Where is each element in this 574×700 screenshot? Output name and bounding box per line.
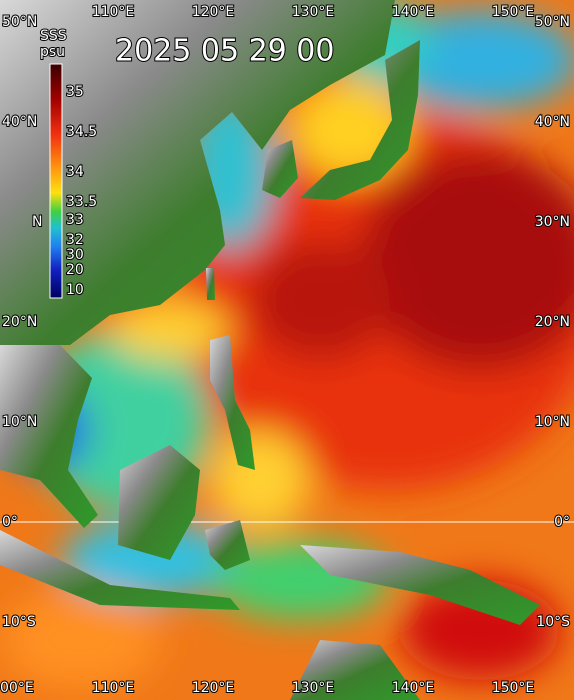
colorbar-label: 32 [66, 232, 84, 248]
lon-label: 130°E [292, 4, 335, 20]
colorbar-label: 35 [66, 84, 84, 100]
colorbar-label: 34 [66, 164, 84, 180]
lon-label: 110°E [92, 680, 135, 696]
lat-label: 0° [2, 514, 18, 530]
colorbar [49, 63, 63, 299]
lon-label: 110°E [92, 4, 135, 20]
colorbar-label: 30 [66, 247, 84, 263]
lat-label: N [32, 214, 42, 230]
lon-label: 150°E [492, 680, 535, 696]
lon-label: 120°E [192, 4, 235, 20]
lat-label: 50°N [535, 14, 570, 30]
lon-label: 130°E [292, 680, 335, 696]
colorbar-label: 10 [66, 282, 84, 298]
land [0, 0, 540, 700]
lat-label: 20°N [2, 314, 37, 330]
lat-label: 10°N [2, 414, 37, 430]
lon-label: 150°E [492, 4, 535, 20]
colorbar-label: 20 [66, 262, 84, 278]
colorbar-label: 33.5 [66, 194, 97, 210]
lon-label: 120°E [192, 680, 235, 696]
lat-label: 10°N [535, 414, 570, 430]
colorbar-title: SSS [40, 28, 67, 44]
lat-label: 20°N [535, 314, 570, 330]
lon-label: 140°E [392, 4, 435, 20]
lat-label: 30°N [535, 214, 570, 230]
lat-label: 50°N [2, 14, 37, 30]
lon-label: 00°E [0, 680, 34, 696]
lat-label: 0° [554, 514, 570, 530]
map-title: 2025 05 29 00 [115, 34, 334, 69]
colorbar-label: 34.5 [66, 124, 97, 140]
lat-label: 40°N [535, 114, 570, 130]
colorbar-unit: psu [40, 44, 65, 60]
lat-label: 10°S [536, 614, 570, 630]
lat-label: 40°N [2, 114, 37, 130]
lat-label: 10°S [2, 614, 36, 630]
colorbar-label: 33 [66, 212, 84, 228]
lon-label: 140°E [392, 680, 435, 696]
